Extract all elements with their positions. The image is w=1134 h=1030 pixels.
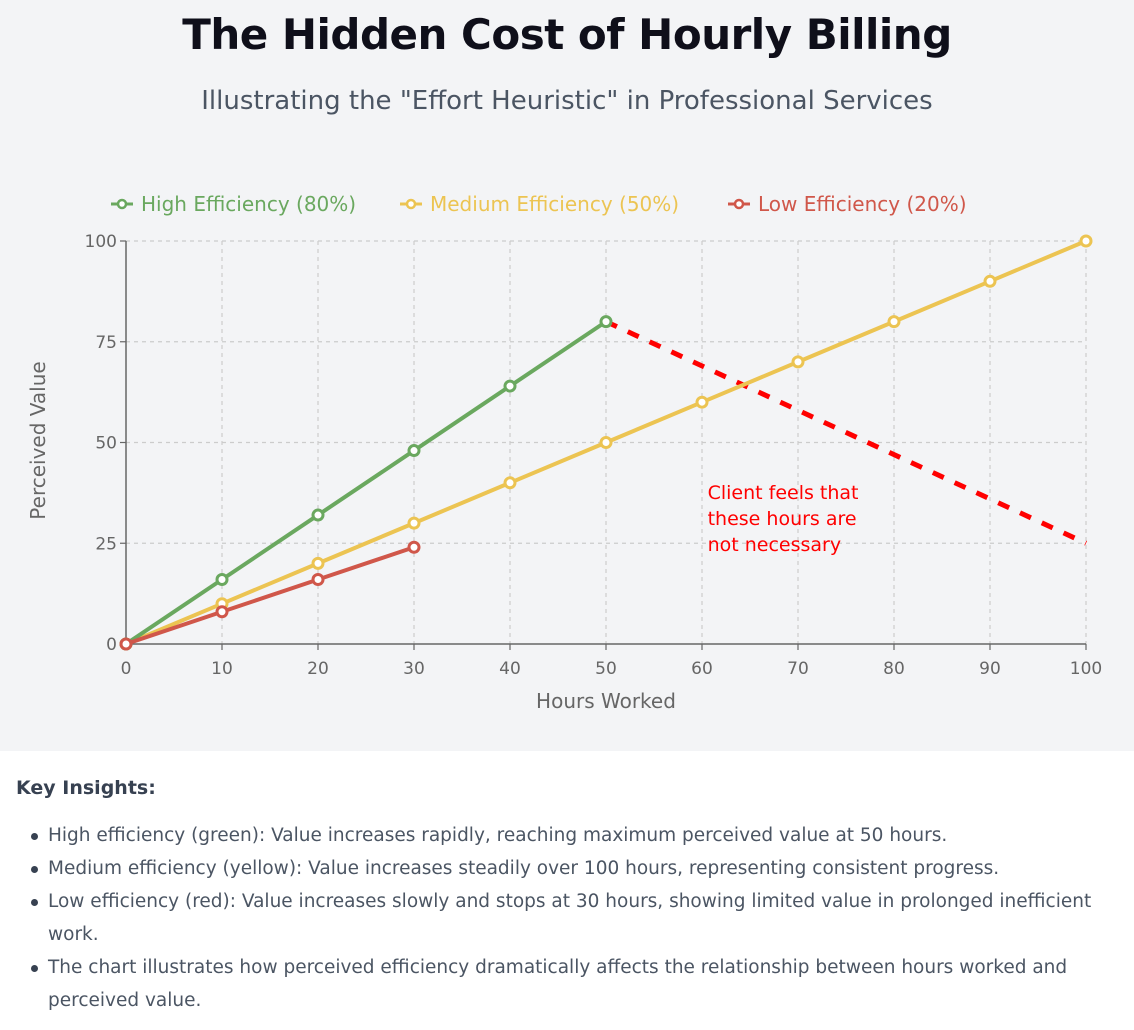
insight-item: High efficiency (green): Value increases… (31, 819, 1118, 852)
series-line (125, 545, 415, 646)
annotation-text-group: Client feels that these hours are not nece… (708, 482, 859, 556)
legend-item[interactable]: Low Efficiency (20%) (728, 192, 967, 216)
key-insights-list: High efficiency (green): Value increases… (31, 819, 1118, 1017)
chart-panel: The Hidden Cost of Hourly Billing Illust… (0, 0, 1134, 751)
x-tick-label: 0 (121, 659, 132, 679)
key-insights-section: Key Insights: High efficiency (green): V… (0, 751, 1134, 1030)
legend-label: Medium Efficiency (50%) (430, 192, 679, 216)
data-point (503, 476, 517, 490)
legend[interactable]: High Efficiency (80%) Medium Efficiency (… (111, 192, 967, 216)
data-point (983, 274, 997, 288)
y-tick-label: 100 (85, 232, 117, 252)
axes: 0 10 20 30 40 50 60 70 80 90 100 0 25 50 75 100 Hours Wo… (26, 232, 1102, 713)
annotation-line-group (604, 319, 1088, 546)
data-point (311, 508, 325, 522)
key-insights-title: Key Insights: (16, 777, 156, 799)
insight-item: Low efficiency (red): Value increases sl… (31, 885, 1118, 951)
x-tick-label: 50 (595, 659, 617, 679)
series-line (124, 319, 608, 646)
x-tick-label: 40 (499, 659, 521, 679)
data-point (503, 379, 517, 393)
x-tick-label: 60 (691, 659, 713, 679)
data-point (695, 395, 709, 409)
data-point (791, 355, 805, 369)
grid-lines (126, 240, 1087, 644)
series-group (119, 234, 1093, 651)
data-point (407, 540, 421, 554)
x-tick-label: 10 (211, 659, 233, 679)
annotation-text-line: these hours are (708, 508, 857, 530)
x-tick-label: 70 (787, 659, 809, 679)
data-point (311, 556, 325, 570)
legend-item[interactable]: Medium Efficiency (50%) (400, 192, 679, 216)
x-tick-label: 80 (883, 659, 905, 679)
data-point (311, 573, 325, 587)
x-tick-label: 20 (307, 659, 329, 679)
legend-marker-icon (405, 198, 417, 210)
chart-subtitle: Illustrating the "Effort Heuristic" in P… (201, 86, 933, 116)
annotation-text-line: not necessary (708, 534, 842, 556)
x-tick-label: 30 (403, 659, 425, 679)
y-tick-label: 25 (95, 534, 117, 554)
data-point (407, 516, 421, 530)
chart-title: The Hidden Cost of Hourly Billing (182, 10, 952, 59)
x-tick-label: 90 (979, 659, 1001, 679)
legend-marker-icon (116, 198, 128, 210)
data-point (887, 315, 901, 329)
insight-item: The chart illustrates how perceived effi… (31, 951, 1118, 1017)
x-axis-title: Hours Worked (536, 689, 676, 713)
y-tick-label: 0 (106, 635, 117, 655)
data-point (599, 315, 613, 329)
annotation-text-line: Client feels that (708, 482, 859, 504)
x-tick-label: 100 (1070, 659, 1102, 679)
y-tick-label: 50 (95, 434, 117, 454)
data-point (1079, 234, 1093, 248)
legend-label: Low Efficiency (20%) (758, 192, 967, 216)
data-point (119, 637, 133, 651)
line-chart: 0 10 20 30 40 50 60 70 80 90 100 0 25 50 75 100 Hours Wo… (26, 192, 1102, 713)
annotation-dashed-line (604, 319, 1088, 546)
legend-label: High Efficiency (80%) (141, 192, 356, 216)
data-point (407, 444, 421, 458)
legend-marker-icon (733, 198, 745, 210)
y-tick-label: 75 (95, 333, 117, 353)
insight-item: Medium efficiency (yellow): Value increa… (31, 852, 1118, 885)
y-axis-title: Perceived Value (26, 361, 50, 519)
legend-item[interactable]: High Efficiency (80%) (111, 192, 356, 216)
data-point (215, 605, 229, 619)
data-point (215, 573, 229, 587)
data-point (599, 436, 613, 449)
